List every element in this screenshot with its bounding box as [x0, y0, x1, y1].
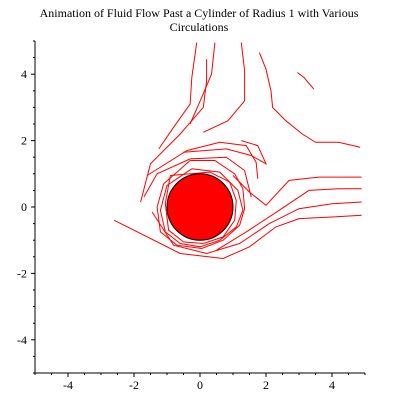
streamline-8	[232, 175, 362, 206]
y-tick-label: -4	[17, 333, 27, 347]
x-tick-label: -4	[63, 378, 73, 392]
x-tick-label: -2	[129, 378, 139, 392]
y-tick-label: 0	[21, 200, 27, 214]
cylinder-layer	[166, 173, 234, 241]
streamline-12	[158, 42, 198, 150]
y-tick-label: -2	[17, 266, 27, 280]
streamline-9	[143, 156, 252, 198]
x-tick-label: 4	[329, 378, 335, 392]
streamline-6	[151, 201, 362, 255]
chart-title-line-2: Circulations	[170, 20, 229, 34]
streamlines	[113, 42, 362, 260]
y-tick-label: 4	[21, 67, 27, 81]
streamline-4	[156, 160, 246, 250]
streamline-3	[159, 168, 244, 248]
streamline-14	[203, 42, 246, 133]
y-tick-label: 2	[21, 134, 27, 148]
cylinder	[166, 173, 234, 241]
streamline-5	[113, 214, 362, 260]
chart-title-line-1: Animation of Fluid Flow Past a Cylinder …	[40, 6, 359, 20]
streamline-7	[216, 188, 362, 251]
x-tick-label: 0	[197, 378, 203, 392]
axes: -4 -2 0 2 4 -4 -2 0 2 4	[17, 40, 366, 392]
streamline-10	[146, 141, 259, 179]
streamline-16	[258, 52, 361, 148]
streamline-13	[189, 42, 216, 125]
streamline-15	[183, 140, 268, 165]
x-tick-label: 2	[263, 378, 269, 392]
streamline-17	[297, 72, 315, 90]
